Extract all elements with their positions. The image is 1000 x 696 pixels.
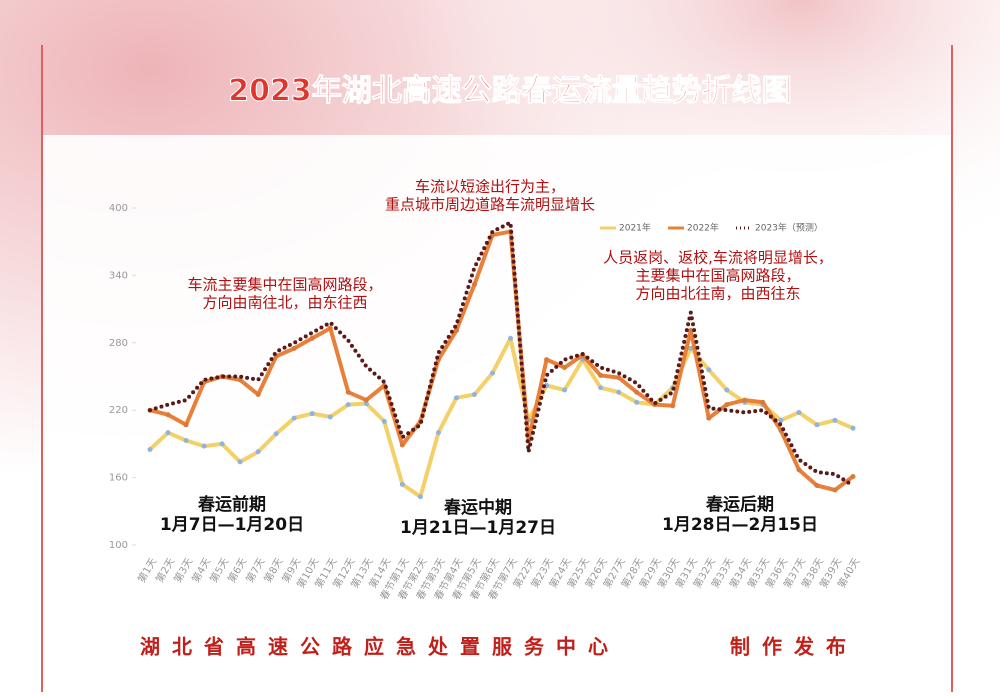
annotation: 主要集中在国高网路段，	[635, 267, 800, 285]
point	[219, 441, 225, 447]
point	[327, 414, 333, 420]
point	[291, 345, 297, 351]
point	[489, 370, 495, 376]
point	[309, 411, 315, 417]
point	[796, 467, 802, 473]
point	[237, 459, 243, 465]
point	[814, 482, 820, 488]
point	[616, 375, 622, 381]
point	[255, 449, 261, 455]
point	[796, 409, 802, 415]
point	[471, 281, 477, 287]
point	[327, 325, 333, 331]
point	[417, 494, 423, 500]
point	[850, 425, 856, 431]
point	[562, 365, 568, 371]
point	[399, 481, 405, 487]
point	[742, 397, 748, 403]
chart-title: 2023年湖北高速公路春运流量趋势折线图	[228, 74, 792, 109]
point	[850, 473, 856, 479]
panel	[42, 135, 952, 692]
point	[165, 412, 171, 418]
annotation: 重点城市周边道路车流明显增长	[385, 196, 595, 214]
series-line	[148, 336, 855, 499]
phase-name: 春运前期	[198, 494, 266, 515]
point	[345, 402, 351, 408]
footer-action: 制作发布	[730, 635, 858, 659]
annotation: 方向由北往南，由西往东	[635, 285, 800, 303]
point	[706, 415, 712, 421]
point	[453, 327, 459, 333]
point	[165, 430, 171, 436]
point	[309, 335, 315, 341]
point	[688, 327, 694, 333]
phase-dates: 1月21日—1月27日	[400, 518, 556, 538]
phase-name: 春运中期	[444, 497, 512, 518]
point	[273, 431, 279, 437]
y-tick-label: 100	[109, 540, 128, 551]
point	[363, 397, 369, 403]
point	[508, 335, 514, 341]
point	[291, 415, 297, 421]
point	[345, 389, 351, 395]
point	[832, 487, 838, 493]
point	[399, 442, 405, 448]
point	[724, 402, 730, 408]
point	[706, 367, 712, 373]
footer-org: 湖北省高速公路应急处置服务中心	[140, 635, 620, 659]
point	[435, 430, 441, 436]
point	[688, 345, 694, 351]
point	[183, 438, 189, 444]
annotation: 车流主要集中在国高网路段，	[187, 276, 382, 294]
point	[381, 418, 387, 424]
y-tick-label: 220	[109, 405, 128, 416]
legend-label: 2021年	[619, 222, 651, 234]
point	[201, 443, 207, 449]
point	[670, 403, 676, 409]
point	[814, 422, 820, 428]
point	[598, 372, 604, 378]
point	[778, 417, 784, 423]
point	[255, 391, 261, 397]
annotation: 方向由南往北，由东往西	[202, 294, 367, 312]
phase-dates: 1月7日—1月20日	[160, 515, 304, 535]
y-tick-label: 340	[109, 270, 128, 281]
point	[147, 447, 153, 453]
point	[832, 417, 838, 423]
annotation: 人员返岗、返校,车流将明显增长，	[603, 249, 833, 267]
point	[616, 389, 622, 395]
point	[471, 391, 477, 397]
legend-label: 2022年	[687, 222, 719, 234]
point	[544, 357, 550, 363]
point	[724, 387, 730, 393]
y-tick-label: 280	[109, 338, 128, 349]
annotation: 车流以短途出行为主，	[415, 178, 565, 196]
point	[634, 399, 640, 405]
phase-name: 春运后期	[706, 494, 774, 515]
y-tick-label: 400	[109, 203, 128, 214]
series-line	[148, 229, 855, 492]
point	[634, 389, 640, 395]
series-line	[148, 220, 855, 488]
point	[598, 385, 604, 391]
point	[562, 387, 568, 393]
phase-dates: 1月28日—2月15日	[662, 515, 818, 535]
point	[760, 399, 766, 405]
legend-label: 2023年（预测）	[755, 222, 823, 234]
point	[183, 422, 189, 428]
y-tick-label: 160	[109, 473, 128, 484]
point	[453, 395, 459, 401]
